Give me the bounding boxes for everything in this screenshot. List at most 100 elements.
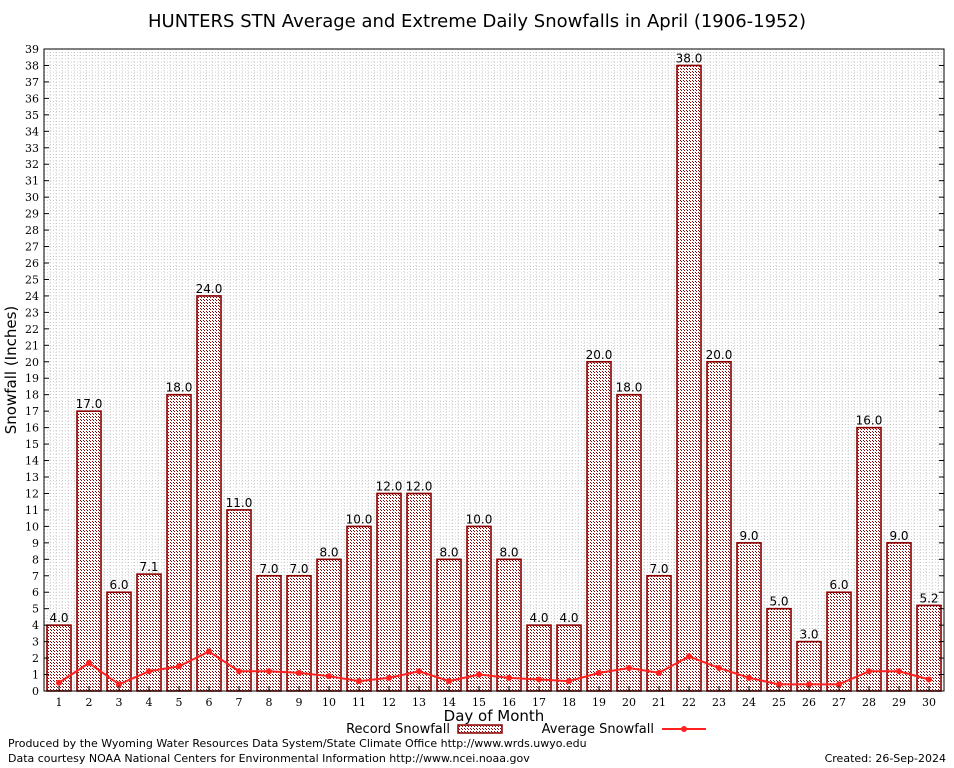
x-tick-label: 10 — [322, 696, 336, 709]
bar-day-24 — [736, 542, 762, 692]
y-tick-label: 15 — [25, 438, 39, 451]
x-tick-label: 21 — [652, 696, 666, 709]
average-point — [416, 668, 422, 675]
average-point — [776, 681, 782, 688]
y-tick-label: 24 — [25, 290, 39, 303]
bar-value-label: 7.0 — [649, 562, 668, 576]
y-tick-label: 1 — [32, 669, 39, 682]
bar-day-15 — [466, 525, 492, 692]
y-tick-label: 14 — [25, 455, 39, 468]
x-tick-label: 12 — [382, 696, 396, 709]
y-axis-ticks: 0123456789101112131415161718192021222324… — [25, 43, 944, 698]
y-tick-label: 9 — [32, 537, 39, 550]
x-tick-label: 20 — [622, 696, 636, 709]
bar-value-label: 17.0 — [76, 397, 103, 411]
y-tick-label: 11 — [25, 504, 39, 517]
bar-day-25 — [766, 607, 792, 692]
y-tick-label: 7 — [32, 570, 39, 583]
bar-value-label: 12.0 — [406, 479, 433, 493]
bar-day-16 — [496, 558, 522, 692]
bar-day-2 — [76, 410, 102, 692]
average-point — [206, 648, 212, 655]
bar-value-label: 8.0 — [499, 545, 518, 559]
y-tick-label: 4 — [32, 619, 39, 632]
bar-value-label: 8.0 — [439, 545, 458, 559]
x-tick-label: 28 — [862, 696, 876, 709]
y-tick-label: 38 — [25, 59, 39, 72]
average-point — [836, 681, 842, 688]
average-point — [656, 669, 662, 676]
y-tick-label: 35 — [25, 109, 39, 122]
bar-value-label: 20.0 — [586, 348, 613, 362]
bar-day-5 — [166, 393, 192, 692]
x-tick-label: 23 — [712, 696, 726, 709]
bar-day-12 — [376, 492, 402, 692]
bar-value-label: 6.0 — [829, 578, 848, 592]
x-tick-label: 19 — [592, 696, 606, 709]
legend-record-swatch — [457, 724, 503, 734]
x-tick-label: 29 — [892, 696, 906, 709]
average-point — [716, 664, 722, 671]
bar-day-13 — [406, 492, 432, 692]
footer-produced-by: Produced by the Wyoming Water Resources … — [8, 737, 587, 750]
x-tick-label: 14 — [442, 696, 456, 709]
bar-day-10 — [316, 558, 342, 692]
bar-value-label: 20.0 — [706, 348, 733, 362]
y-tick-label: 31 — [25, 175, 39, 188]
y-tick-label: 29 — [25, 208, 39, 221]
y-tick-label: 37 — [25, 76, 39, 89]
y-tick-label: 32 — [25, 158, 39, 171]
y-tick-label: 10 — [25, 520, 39, 533]
bar-value-label: 3.0 — [799, 628, 818, 642]
footer-data-courtesy: Data courtesy NOAA National Centers for … — [8, 752, 530, 765]
x-tick-label: 25 — [772, 696, 786, 709]
y-tick-label: 2 — [32, 652, 39, 665]
bar-value-label: 16.0 — [856, 414, 883, 428]
y-tick-label: 26 — [25, 257, 39, 270]
bar-value-label: 4.0 — [49, 611, 68, 625]
x-tick-label: 26 — [802, 696, 816, 709]
bar-value-label: 5.2 — [919, 591, 938, 605]
legend-average-marker — [681, 726, 687, 732]
bar-value-label: 12.0 — [376, 479, 403, 493]
bar-day-28 — [856, 426, 882, 692]
average-point — [86, 660, 92, 667]
x-tick-label: 8 — [266, 696, 273, 709]
bar-day-19 — [586, 360, 612, 692]
y-tick-label: 25 — [25, 273, 39, 286]
bar-value-label: 11.0 — [226, 496, 253, 510]
x-axis-label: Day of Month — [444, 707, 545, 725]
x-tick-label: 13 — [412, 696, 426, 709]
y-tick-label: 13 — [25, 471, 39, 484]
x-tick-label: 7 — [236, 696, 243, 709]
bar-day-26 — [796, 640, 822, 692]
y-tick-label: 12 — [25, 487, 39, 500]
x-tick-label: 24 — [742, 696, 756, 709]
x-tick-label: 1 — [56, 696, 63, 709]
bar-value-label: 18.0 — [166, 381, 193, 395]
x-tick-label: 4 — [146, 696, 153, 709]
x-tick-label: 16 — [502, 696, 516, 709]
y-tick-label: 3 — [32, 636, 39, 649]
bar-value-label: 18.0 — [616, 381, 643, 395]
bar-value-label: 5.0 — [769, 595, 788, 609]
average-point — [146, 668, 152, 675]
x-tick-label: 15 — [472, 696, 486, 709]
average-point — [476, 671, 482, 678]
plot-frame — [43, 48, 945, 692]
x-axis-ticks: 1 2 3 4 5 6 7 8 9 10 11 12 13 14 15 16 17 18 19 20 21 22 23 24 2… — [56, 686, 936, 709]
average-point — [176, 663, 182, 670]
bar-day-27 — [826, 591, 852, 692]
average-line — [56, 648, 932, 688]
average-point — [626, 664, 632, 671]
average-point — [566, 678, 572, 685]
y-tick-label: 22 — [25, 323, 39, 336]
bar-value-label: 10.0 — [466, 512, 493, 526]
y-tick-label: 6 — [32, 586, 39, 599]
bar-value-label: 7.0 — [289, 562, 308, 576]
y-tick-label: 8 — [32, 553, 39, 566]
bar-value-label: 7.1 — [139, 560, 158, 574]
x-tick-label: 30 — [922, 696, 936, 709]
bar-day-20 — [616, 393, 642, 692]
